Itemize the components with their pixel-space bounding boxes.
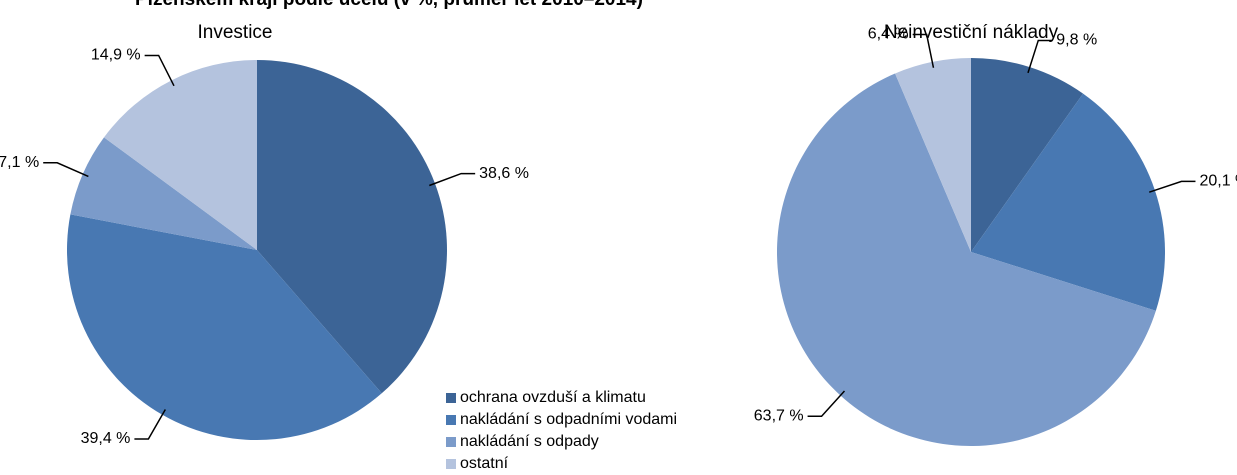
pie-slice: [67, 214, 382, 441]
pie-title: Neinvestiční náklady: [884, 22, 1059, 43]
data-label: 38,6 %: [479, 165, 529, 182]
pie-slice: [971, 58, 1084, 252]
leader-line: [807, 390, 846, 417]
pie-slice: [895, 58, 971, 252]
leader-line: [134, 409, 166, 440]
legend-label: nakládání s odpadními vodami: [460, 411, 677, 428]
leader-line: [43, 162, 89, 178]
legend-swatch: [446, 437, 456, 447]
data-label: 39,4 %: [81, 430, 131, 447]
pie-slice: [971, 93, 1165, 311]
pie-slice: [103, 60, 257, 250]
data-label: 9,8 %: [1056, 32, 1097, 49]
legend-label: ochrana ovzduší a klimatu: [460, 389, 646, 406]
legend-swatch: [446, 393, 456, 403]
main-title: Plzeňském kraji podle účelu (v %, průměr…: [135, 0, 643, 10]
pie-slice: [257, 60, 448, 394]
data-label: 63,7 %: [754, 407, 804, 424]
leader-line: [429, 172, 476, 187]
leader-line: [1027, 39, 1053, 74]
data-label: 6,4 %: [868, 26, 909, 43]
leader-line: [144, 54, 175, 87]
leader-line: [1149, 180, 1196, 193]
leader-line: [912, 33, 935, 68]
pie-slice: [70, 137, 258, 250]
pie-title: Investice: [198, 22, 273, 43]
legend-swatch: [446, 415, 456, 425]
legend-swatch: [446, 459, 456, 469]
data-label: 20,1 %: [1199, 173, 1237, 190]
data-label: 14,9 %: [91, 47, 141, 64]
pie-slice: [777, 73, 1156, 446]
legend-label: ostatní: [460, 455, 509, 472]
legend-label: nakládání s odpady: [460, 433, 599, 450]
data-label: 7,1 %: [0, 154, 39, 171]
